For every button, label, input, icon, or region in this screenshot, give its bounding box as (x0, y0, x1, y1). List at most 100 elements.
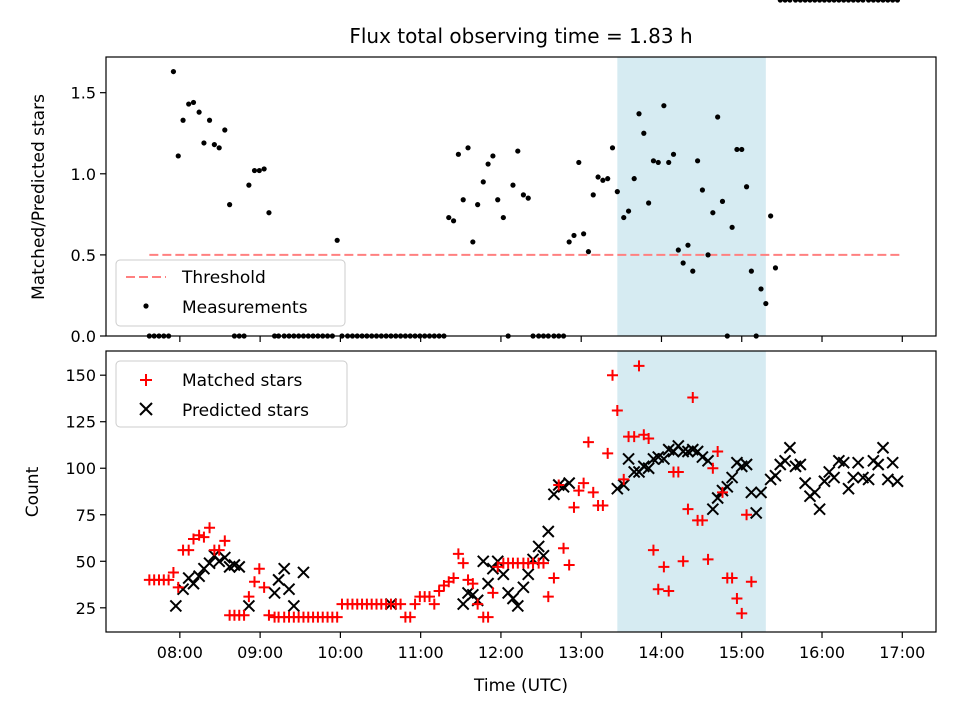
x-tick-label: 09:00 (237, 643, 283, 662)
matched-star-point (677, 555, 689, 567)
ratio-panel: 0.0 0.5 1.0 1.5 Matched/Predicted stars Thr… (29, 0, 937, 346)
measurement-point (715, 114, 721, 120)
y-tick-label: 125 (65, 413, 96, 432)
legend-matched-swatch (140, 374, 152, 386)
count-legend-box (115, 360, 348, 428)
count-highlight-span (617, 351, 766, 632)
measurement-point (609, 145, 616, 151)
ratio-x-tick-marks (179, 336, 903, 342)
predicted-star-point (749, 506, 763, 520)
measurement-point (595, 174, 601, 180)
measurement-point (719, 198, 726, 204)
matched-star-point (183, 544, 195, 556)
predicted-star-point (547, 488, 561, 501)
measurement-point (705, 252, 711, 258)
matched-star-point (198, 531, 210, 543)
matched-star-point (553, 479, 565, 491)
measurement-point (841, 0, 847, 3)
measurement-point (455, 151, 461, 157)
predicted-star-point (187, 577, 200, 590)
x-tick-label: 12:00 (478, 643, 524, 662)
matched-star-point (213, 544, 225, 556)
measurement-point (450, 218, 457, 224)
measurement-point (739, 146, 745, 153)
measurement-point (885, 0, 891, 3)
matched-star-point (628, 431, 640, 443)
predicted-star-point (886, 456, 899, 469)
measurement-point (525, 195, 531, 201)
predicted-star-point (169, 599, 183, 613)
matched-star-point (736, 607, 748, 619)
ratio-legend-box (115, 259, 346, 327)
measurement-point (787, 0, 793, 3)
predicted-star-point (268, 586, 281, 600)
measurement-point (743, 184, 750, 190)
legend-matched-label: Matched stars (182, 371, 302, 391)
measurement-point (334, 237, 340, 243)
predicted-star-point (297, 566, 310, 579)
measurement-point (566, 239, 572, 245)
ratio-plot-frame (105, 56, 937, 337)
x-tick-label: 17:00 (879, 643, 925, 662)
measurement-point (585, 249, 592, 255)
measurement-points (146, 0, 901, 339)
measurement-point (206, 117, 213, 123)
predicted-star-point (842, 482, 855, 495)
ratio-legend: Threshold Measurements (115, 259, 346, 327)
measurement-point (186, 101, 192, 107)
measurement-point (655, 159, 661, 166)
predicted-star-point (562, 476, 576, 490)
matched-star-point (568, 501, 580, 513)
matched-star-point (707, 462, 719, 474)
predicted-star-point (881, 473, 895, 486)
y-tick-label: 1.0 (71, 165, 96, 184)
measurement-point (650, 158, 657, 164)
x-tick-label: 14:00 (638, 643, 684, 662)
measurement-point (860, 0, 866, 3)
measurement-point (670, 151, 677, 157)
measurement-point (515, 148, 521, 154)
measurement-point (180, 117, 186, 123)
matched-star-point (452, 548, 464, 560)
predicted-star-point (725, 471, 739, 484)
predicted-star-point (627, 465, 641, 479)
x-tick-label: 16:00 (799, 643, 845, 662)
predicted-star-point (203, 556, 216, 570)
y-tick-label: 1.5 (71, 84, 96, 103)
predicted-star-point (808, 486, 821, 499)
predicted-star-point (537, 549, 550, 562)
measurement-point (495, 197, 501, 203)
legend-measurement-label: Measurements (182, 298, 308, 318)
matched-star-point (487, 587, 499, 599)
matched-star-point (643, 432, 655, 444)
predicted-star-point (506, 592, 520, 605)
matched-star-point (663, 585, 675, 597)
measurement-point (699, 187, 706, 193)
measurement-point (729, 224, 735, 230)
measurement-point (817, 0, 823, 3)
measurement-point (894, 0, 901, 3)
predicted-star-point (522, 568, 535, 581)
measurement-point (758, 286, 764, 292)
matched-star-point (433, 585, 445, 597)
y-tick-label: 25 (76, 599, 96, 618)
measurement-point (646, 200, 652, 206)
measurement-point (256, 167, 262, 174)
matched-star-point (741, 509, 753, 521)
measurement-point (216, 145, 222, 151)
predicted-star-point (642, 462, 655, 475)
matched-star-point (537, 557, 549, 569)
matched-star-point (428, 598, 440, 610)
predicted-star-point (818, 475, 831, 488)
matched-star-point (652, 583, 664, 595)
measurement-point (836, 0, 842, 3)
ratio-y-ticks: 0.0 0.5 1.0 1.5 (71, 84, 106, 346)
chart-title: Flux total observing time = 1.83 h (349, 24, 692, 48)
predicted-star-point (272, 573, 285, 587)
matched-star-point (558, 542, 570, 554)
predicted-star-point (676, 445, 690, 458)
count-y-ticks: 25 50 75 100 125 150 (65, 366, 106, 618)
measurement-point (251, 167, 258, 174)
measurement-point (734, 146, 740, 153)
matched-star-point (658, 561, 670, 573)
